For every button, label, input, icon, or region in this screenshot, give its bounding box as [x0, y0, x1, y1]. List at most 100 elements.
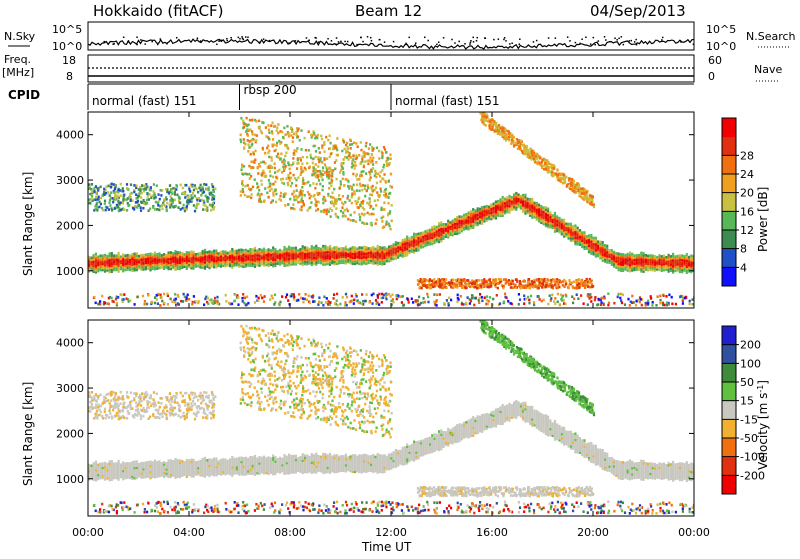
nsearch-dot — [609, 41, 611, 43]
echo-cell — [590, 300, 592, 303]
echo-cell — [558, 217, 560, 220]
echo-cell — [379, 180, 381, 183]
echo-cell — [293, 191, 295, 194]
echo-cell — [335, 207, 337, 210]
nsearch-dot — [498, 38, 500, 40]
echo-cell — [295, 184, 297, 187]
nsearch-dot — [511, 43, 513, 45]
echo-cell — [671, 296, 673, 299]
echo-cell — [228, 302, 230, 305]
echo-cell — [570, 184, 572, 187]
echo-cell — [298, 128, 300, 131]
echo-cell — [305, 182, 307, 185]
echo-cell — [365, 246, 367, 249]
nsearch-dot — [340, 41, 342, 43]
echo-cell — [427, 229, 429, 232]
echo-cell — [186, 200, 188, 203]
echo-cell — [268, 131, 270, 134]
echo-cell — [95, 185, 97, 188]
echo-cell — [258, 163, 260, 166]
echo-cell — [652, 255, 654, 258]
echo-cell — [397, 242, 399, 245]
echo-cell — [314, 137, 316, 140]
echo-cell — [342, 171, 344, 174]
nsearch-dot — [371, 40, 373, 42]
echo-cell — [356, 178, 358, 181]
echo-cell — [389, 162, 391, 165]
echo-cell — [317, 156, 319, 159]
echo-cell — [393, 243, 395, 246]
echo-cell — [300, 159, 302, 162]
echo-cell — [312, 182, 314, 185]
echo-cell — [584, 189, 586, 192]
echo-cell — [93, 296, 95, 299]
echo-cell — [657, 295, 659, 298]
echo-cell — [328, 187, 330, 190]
echo-cell — [518, 193, 520, 196]
echo-cell — [329, 147, 331, 150]
nsearch-dot — [427, 40, 429, 42]
echo-cell — [234, 293, 236, 296]
nsearch-dot — [384, 41, 386, 43]
echo-cell — [350, 156, 352, 159]
echo-cell — [103, 191, 105, 194]
echo-cell — [156, 294, 158, 297]
echo-cell — [690, 254, 692, 257]
echo-cell — [368, 247, 370, 250]
echo-cell — [252, 133, 254, 136]
echo-cell — [182, 191, 184, 194]
echo-cell — [254, 134, 256, 137]
echo-cell — [269, 175, 271, 178]
echo-cell — [114, 207, 116, 210]
echo-cell — [296, 162, 298, 165]
echo-cell — [330, 184, 332, 187]
echo-cell — [184, 207, 186, 210]
echo-cell — [493, 203, 495, 206]
echo-cell — [105, 209, 107, 212]
echo-cell — [454, 218, 456, 221]
echo-cell — [123, 293, 125, 296]
echo-cell — [518, 293, 520, 296]
echo-cell — [527, 149, 529, 152]
echo-cell — [569, 178, 571, 181]
echo-cell — [175, 188, 177, 191]
echo-cell — [502, 134, 504, 137]
echo-cell — [247, 150, 249, 153]
echo-cell — [93, 190, 95, 193]
nsearch-dot — [367, 36, 369, 38]
echo-cell — [245, 304, 247, 307]
echo-cell — [104, 200, 106, 203]
echo-cell — [248, 188, 250, 191]
echo-cell — [510, 302, 512, 305]
echo-cell — [608, 249, 610, 252]
echo-cell — [163, 293, 165, 296]
echo-cell — [244, 296, 246, 299]
echo-cell — [205, 187, 207, 190]
nsearch-dot — [347, 41, 349, 43]
echo-cell — [253, 153, 255, 156]
echo-cell — [140, 206, 142, 209]
echo-cell — [234, 300, 236, 303]
echo-cell — [203, 203, 205, 206]
echo-cell — [286, 125, 288, 128]
echo-cell — [218, 252, 220, 255]
nsearch-dot — [263, 38, 265, 40]
echo-cell — [171, 301, 173, 304]
echo-cell — [190, 194, 192, 197]
echo-cell — [247, 302, 249, 305]
echo-cell — [461, 216, 463, 219]
echo-cell — [375, 186, 377, 189]
echo-cell — [282, 136, 284, 139]
echo-cell — [624, 254, 626, 257]
echo-cell — [194, 195, 196, 198]
echo-cell — [207, 297, 209, 300]
echo-cell — [158, 252, 160, 255]
echo-cell — [325, 166, 327, 169]
echo-cell — [237, 303, 239, 306]
echo-cell — [110, 197, 112, 200]
echo-cell — [379, 246, 381, 249]
echo-cell — [554, 297, 556, 300]
plot-title-right: 04/Sep/2013 — [590, 2, 686, 20]
echo-cell — [276, 126, 278, 129]
